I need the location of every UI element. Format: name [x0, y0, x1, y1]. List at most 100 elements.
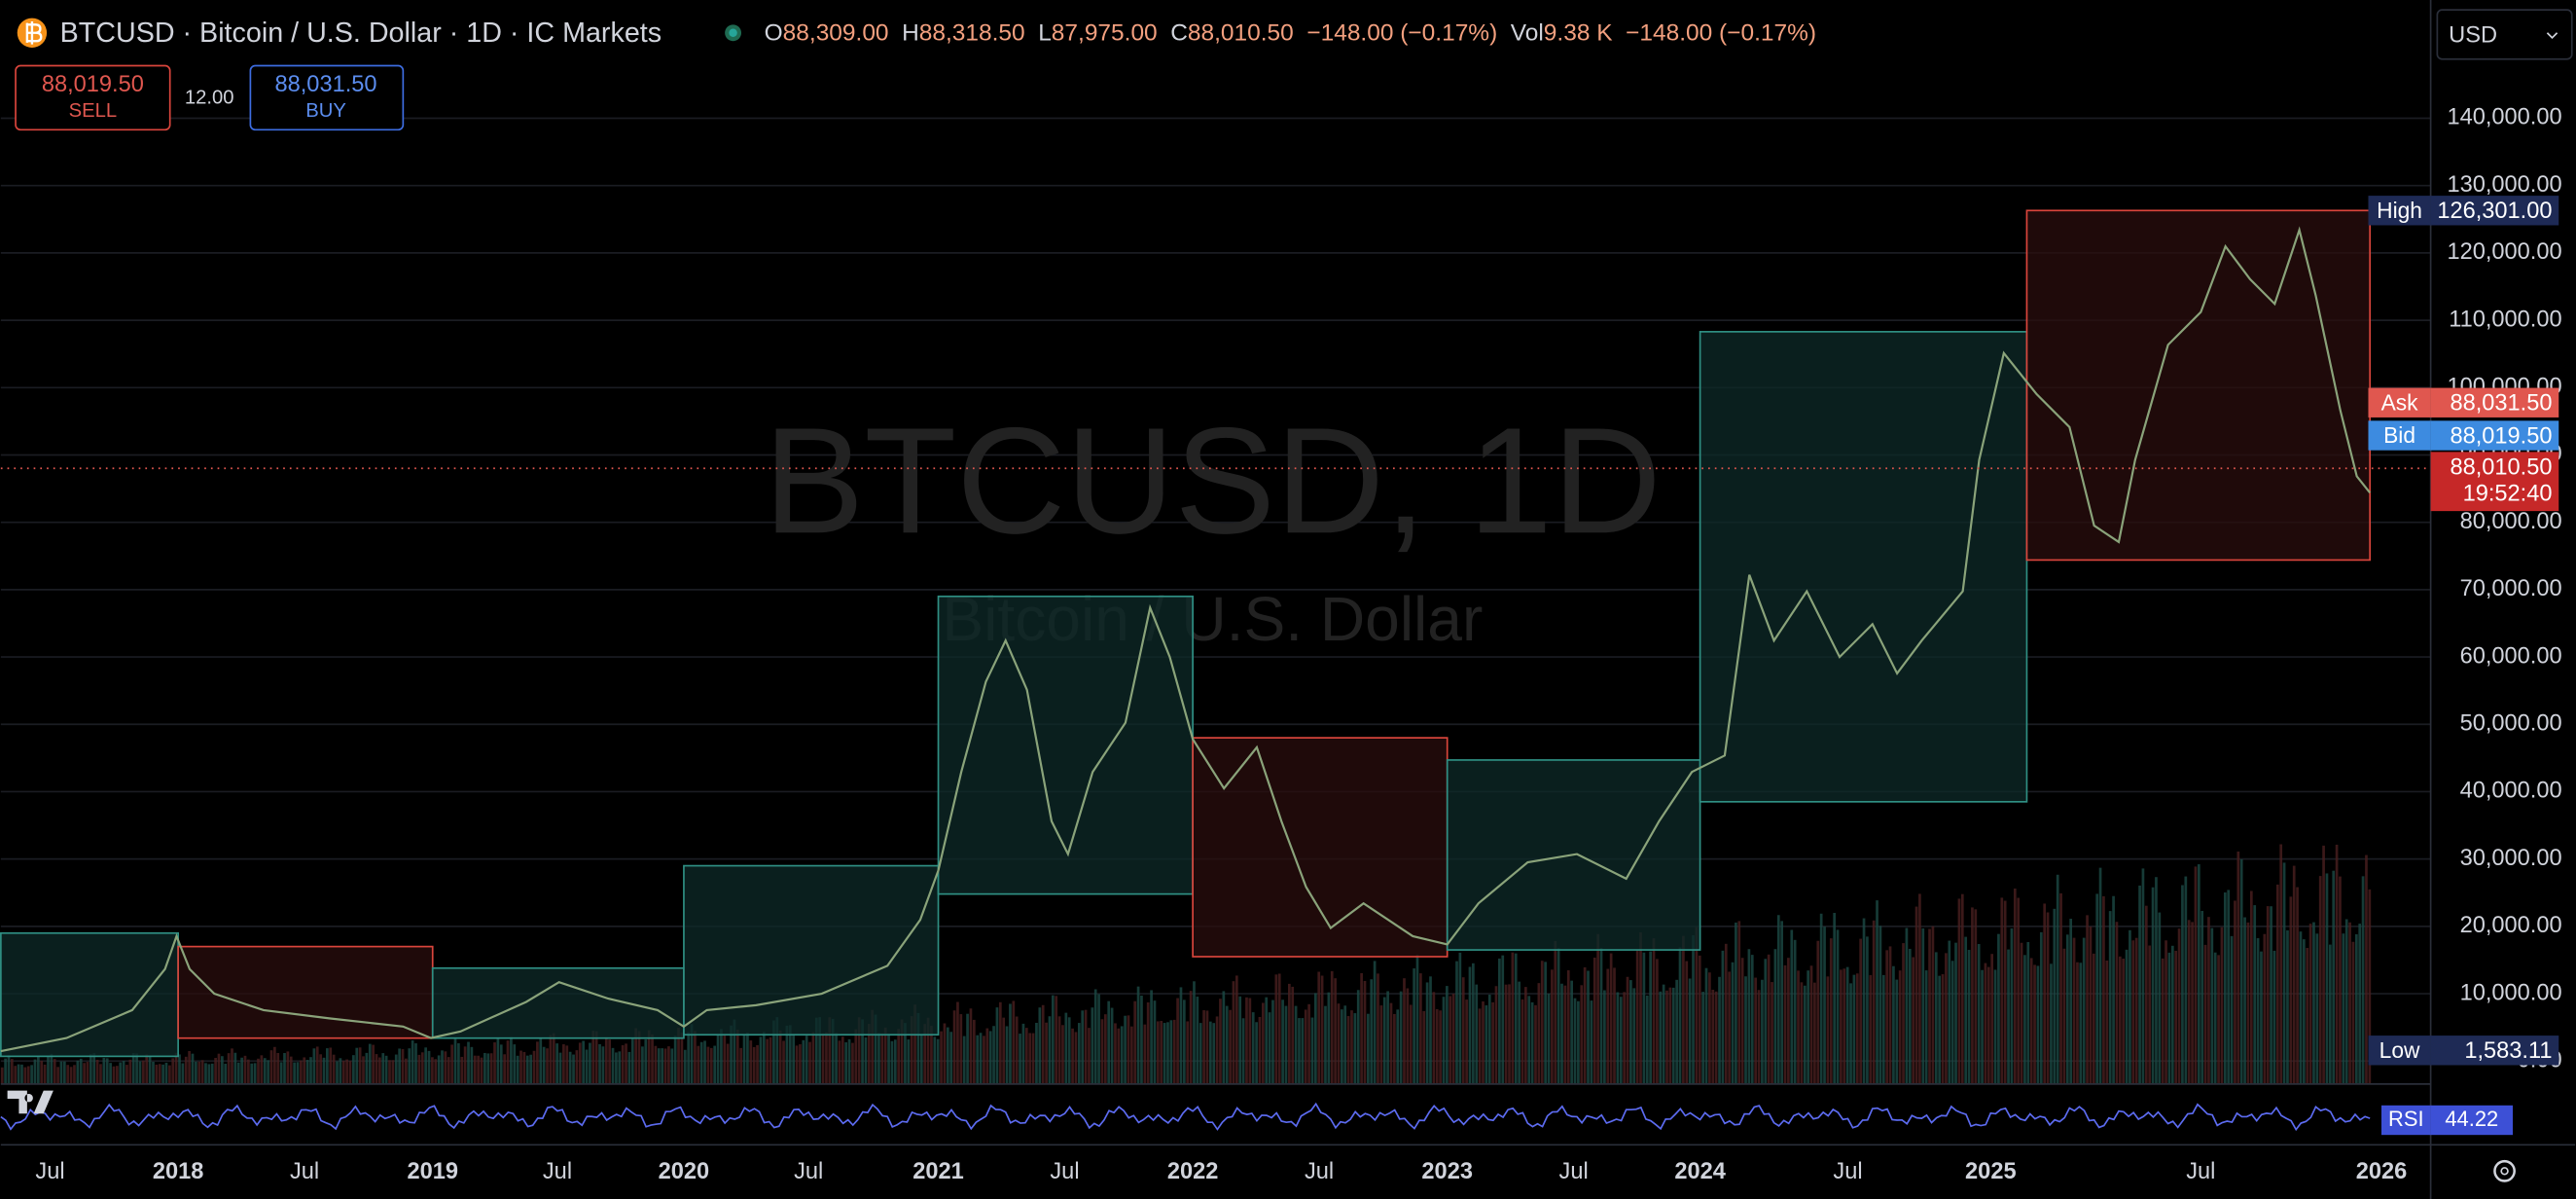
volume-bar	[2069, 919, 2073, 1084]
sell-label[interactable]: SELL	[69, 100, 118, 122]
volume-bar	[1790, 929, 1794, 1084]
volume-bar	[782, 1040, 785, 1084]
volume-bar	[1642, 952, 1646, 1084]
time-tick-label: 2026	[2356, 1159, 2408, 1184]
volume-bar	[1754, 977, 1757, 1084]
price-tick-label: 30,000.00	[2460, 846, 2562, 871]
volume-bar	[36, 1056, 40, 1084]
settings-icon-center	[2500, 1167, 2509, 1176]
volume-bar	[122, 1061, 125, 1084]
volume-bar	[43, 1064, 47, 1084]
volume-bar	[99, 1064, 102, 1084]
volume-bar	[1360, 972, 1363, 1084]
volume-bar	[2089, 926, 2093, 1084]
volume-bar	[625, 1043, 627, 1084]
volume-bar	[575, 1050, 579, 1084]
volume-bar	[348, 1061, 352, 1084]
volume-bar	[1074, 1032, 1078, 1084]
volume-change: −148.00 (−0.17%)	[1626, 20, 1816, 47]
volume-bar	[1225, 1005, 1229, 1084]
volume-bar	[2275, 884, 2279, 1084]
volume-bar	[969, 1008, 973, 1084]
price-tick-label: 40,000.00	[2460, 779, 2562, 804]
volume-bar	[1277, 973, 1281, 1084]
volume-bar	[267, 1060, 269, 1084]
volume-bar	[300, 1060, 303, 1084]
volume-bar	[2020, 942, 2023, 1084]
settings-icon[interactable]	[2493, 1159, 2516, 1182]
volume-bar	[1129, 1026, 1133, 1084]
volume-bar	[1761, 979, 1764, 1084]
volume-bar	[420, 1052, 424, 1084]
volume-bar	[1623, 992, 1626, 1084]
volume-bar	[1425, 982, 1429, 1084]
sell-price[interactable]: 88,019.50	[42, 72, 144, 97]
volume-bar	[1100, 1019, 1104, 1084]
volume-bar	[2125, 949, 2129, 1084]
volume-bar	[2187, 920, 2191, 1084]
volume-bar	[1251, 1012, 1255, 1084]
buy-box[interactable]	[249, 64, 405, 131]
ohlc-value: 88,318.50	[919, 20, 1025, 47]
symbol-title[interactable]: BTCUSD · Bitcoin / U.S. Dollar · 1D · IC…	[60, 18, 662, 49]
volume-bar	[1776, 915, 1780, 1084]
volume-bar	[1274, 974, 1278, 1084]
volume-bar	[2207, 917, 2210, 1084]
volume-bar	[555, 1043, 558, 1084]
volume-bar	[1977, 944, 1981, 1084]
volume-bar	[522, 1051, 526, 1084]
currency-box[interactable]	[2436, 9, 2573, 60]
volume-bar	[329, 1047, 333, 1084]
volume-bar	[1793, 939, 1797, 1084]
volume-bar	[594, 1031, 598, 1084]
volume-bar	[2306, 948, 2309, 1084]
rsi-value: 44.22	[2445, 1107, 2498, 1131]
volume-bar	[2181, 885, 2184, 1084]
volume-bar	[1091, 1007, 1094, 1084]
volume-bar	[2059, 892, 2062, 1084]
volume-bar	[2072, 937, 2076, 1084]
volume-bar	[1948, 940, 1951, 1084]
high-marker-box	[2368, 196, 2431, 226]
volume-bar	[2351, 941, 2355, 1084]
volume-bar	[1114, 1023, 1117, 1084]
volume-bar	[1179, 987, 1183, 1084]
sell-box[interactable]	[15, 64, 171, 131]
volume-bar	[2197, 864, 2200, 1084]
volume-bar	[197, 1061, 201, 1084]
volume-bar	[1583, 966, 1587, 1084]
volume-bar	[2155, 877, 2158, 1084]
buy-button[interactable]: 88,031.50 BUY	[249, 64, 405, 131]
volume-bar	[661, 1048, 664, 1084]
currency[interactable]: USD	[2449, 22, 2497, 48]
volume-bar	[112, 1066, 116, 1084]
volume-bar	[677, 1027, 680, 1084]
volume-bar	[1320, 975, 1324, 1084]
volume-bar	[1964, 936, 1968, 1084]
volume-bar	[1819, 913, 1823, 1084]
market-status-dot	[729, 28, 737, 37]
volume-bar	[221, 1056, 224, 1084]
buy-label[interactable]: BUY	[305, 100, 346, 122]
volume-bar	[1692, 934, 1695, 1084]
volume-bar	[766, 1038, 769, 1084]
volume-bar	[1675, 979, 1678, 1084]
volume-bar	[1442, 997, 1446, 1084]
volume-bar	[1193, 981, 1196, 1084]
volume-bar	[1298, 1018, 1301, 1084]
range-box	[2025, 209, 2372, 562]
currency-select[interactable]: USD	[2436, 9, 2573, 60]
volume-bar	[2312, 922, 2315, 1084]
volume-bar	[1455, 961, 1458, 1084]
volume-bar	[480, 1057, 483, 1084]
volume-bar	[1343, 1005, 1347, 1084]
volume-bar	[985, 1028, 989, 1084]
volume-bar	[1140, 996, 1143, 1084]
buy-price[interactable]: 88,031.50	[275, 72, 377, 97]
volume-bar	[441, 1050, 444, 1084]
volume-bar	[2131, 940, 2135, 1084]
last-price-box	[2430, 452, 2559, 512]
sell-button[interactable]: 88,019.50 SELL	[15, 64, 171, 131]
volume-bar	[1307, 1003, 1310, 1084]
ask-marker-value: 88,031.50	[2450, 391, 2552, 417]
